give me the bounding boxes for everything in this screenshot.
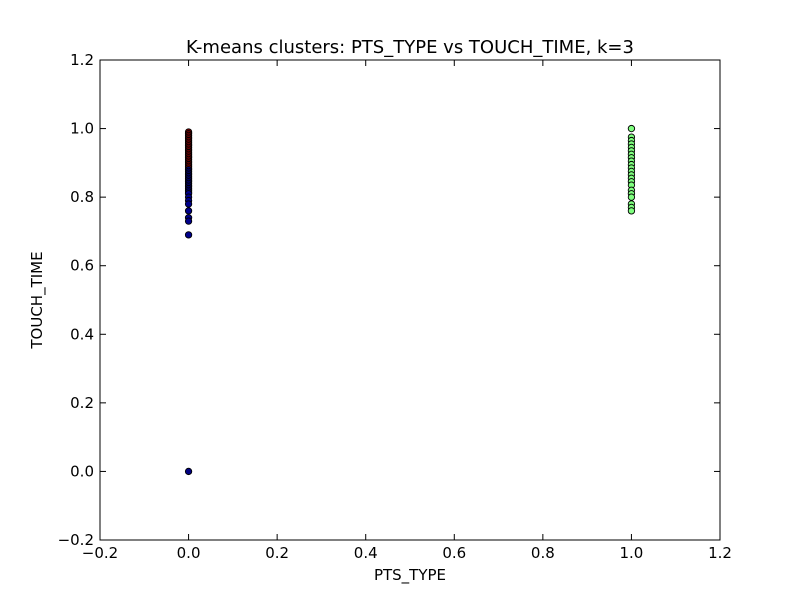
y-tick-label: 0.2 [70, 394, 94, 412]
x-tick-label: 0.4 [354, 544, 378, 562]
y-tick-label: 1.0 [70, 120, 94, 138]
x-tick-label: 0.0 [177, 544, 201, 562]
axis-ticks: −0.2 0.0 0.2 0.4 0.6 0.8 1.0 1.2 −0.2 0.0 0.2 0.4 0.… [58, 51, 732, 562]
data-point-cluster-3 [627, 193, 636, 201]
data-point-cluster-1 [184, 207, 193, 215]
y-axis-label: TOUCH_TIME [28, 251, 47, 349]
data-point-cluster-2 [184, 467, 193, 476]
data-point-cluster-1 [184, 231, 193, 239]
x-tick-label: 0.6 [442, 544, 466, 562]
y-tick-label: −0.2 [58, 531, 94, 549]
x-tick-label: 0.2 [265, 544, 289, 562]
y-tick-label: 1.2 [70, 51, 94, 69]
plot-area [99, 59, 721, 541]
data-point-cluster-1 [184, 217, 193, 225]
data-points [184, 124, 636, 476]
y-tick-label: 0.0 [70, 462, 94, 480]
data-point-cluster-1 [184, 200, 193, 208]
y-tick-label: 0.6 [70, 257, 94, 275]
chart-title: K-means clusters: PTS_TYPE vs TOUCH_TIME… [186, 37, 634, 58]
y-tick-label: 0.8 [70, 188, 94, 206]
x-tick-label: −0.2 [82, 544, 118, 562]
x-axis-label: PTS_TYPE [374, 566, 446, 585]
x-tick-label: 1.2 [708, 544, 732, 562]
data-point-cluster-3 [627, 207, 636, 215]
x-tick-label: 1.0 [619, 544, 643, 562]
y-tick-label: 0.4 [70, 325, 94, 343]
x-tick-label: 0.8 [531, 544, 555, 562]
data-point-cluster-3 [627, 124, 636, 133]
